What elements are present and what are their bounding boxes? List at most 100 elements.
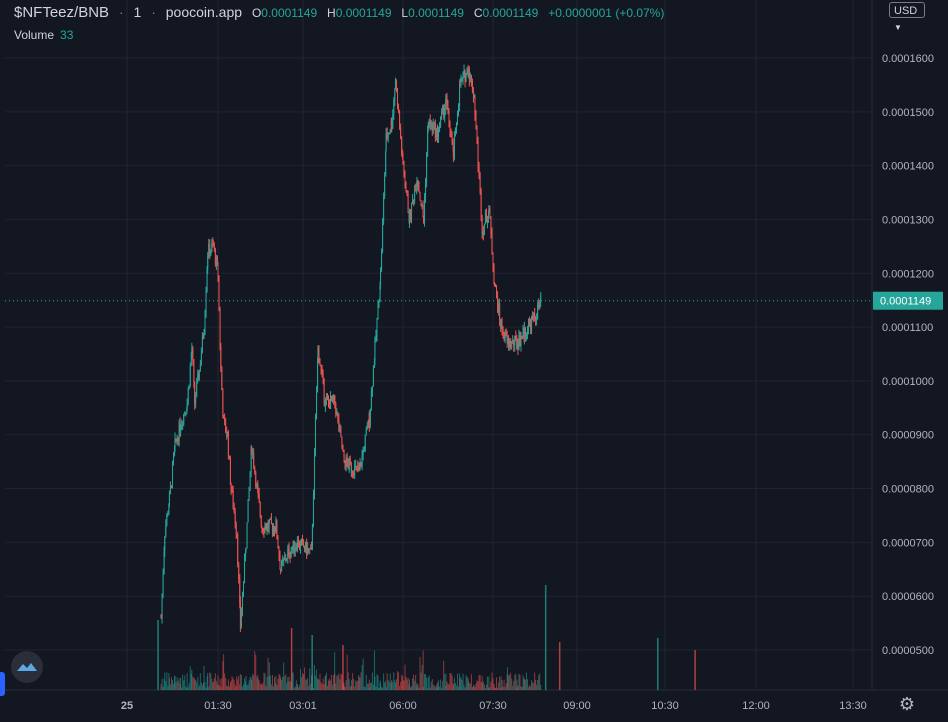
- candle-body: [226, 431, 228, 436]
- candle-body: [191, 348, 193, 355]
- candle-body: [535, 317, 537, 321]
- candle-body: [274, 526, 276, 532]
- volume-bar: [397, 671, 399, 690]
- volume-bar: [190, 673, 192, 690]
- candle-body: [488, 207, 490, 213]
- volume-bar: [361, 665, 363, 690]
- volume-bar: [278, 674, 280, 690]
- volume-bar: [170, 677, 172, 690]
- candle-body: [441, 111, 443, 117]
- volume-bar: [353, 678, 355, 690]
- volume-bar: [172, 680, 174, 690]
- volume-bar: [344, 687, 346, 690]
- candle-body: [353, 473, 355, 477]
- candle-body: [420, 200, 422, 207]
- candle-body: [165, 525, 167, 537]
- volume-bar: [282, 676, 284, 690]
- poocoin-logo-icon[interactable]: [11, 651, 43, 683]
- symbol-name[interactable]: $NFTeez/BNB: [14, 4, 110, 21]
- volume-bar: [386, 673, 388, 690]
- volume-bar: [446, 681, 448, 690]
- candle-body: [246, 522, 248, 549]
- volume-bar: [429, 687, 431, 690]
- candle-body: [256, 483, 258, 487]
- volume-bar: [524, 679, 526, 690]
- volume-bar: [321, 683, 323, 690]
- volume-bar: [205, 687, 207, 690]
- volume-bar: [374, 676, 376, 690]
- candle-body: [401, 138, 403, 153]
- candle-body: [239, 602, 241, 628]
- candle-body: [408, 213, 410, 222]
- volume-bar: [505, 683, 507, 690]
- candle-body: [398, 108, 400, 113]
- volume-value: 33: [60, 28, 74, 42]
- collapse-panel-handle[interactable]: [0, 672, 5, 696]
- candle-body: [474, 96, 476, 117]
- volume-bar: [173, 683, 175, 690]
- candle-body: [411, 202, 413, 219]
- x-tick-label: 12:00: [742, 700, 770, 712]
- volume-bar: [540, 684, 542, 690]
- volume-bar: [198, 687, 200, 690]
- candle-body: [539, 302, 541, 308]
- price-candles: [160, 64, 542, 632]
- candle-body: [293, 540, 295, 552]
- candle-body: [354, 466, 356, 477]
- volume-bar: [497, 687, 499, 690]
- volume-bar: [445, 673, 447, 690]
- price-axis[interactable]: 0.0001600 0.0001500 0.0001400 0.0001300 0.00…: [882, 53, 934, 657]
- volume-bar: [515, 673, 517, 690]
- candle-body: [318, 346, 320, 363]
- volume-bar: [372, 684, 374, 690]
- volume-bar: [427, 687, 429, 690]
- candle-body: [249, 471, 251, 488]
- volume-bar: [294, 686, 296, 690]
- volume-bar: [296, 684, 298, 690]
- volume-bar: [245, 676, 247, 690]
- time-axis[interactable]: 25 01:30 03:01 06:00 07:30 09:00 10:30 12:00 13:…: [121, 700, 867, 712]
- volume-bar: [537, 680, 539, 690]
- volume-bar: [530, 686, 532, 690]
- candle-body: [429, 119, 431, 126]
- volume-bar: [217, 674, 219, 690]
- candle-body: [374, 341, 376, 360]
- candle-body: [369, 410, 371, 426]
- candle-body: [540, 294, 542, 303]
- candle-body: [439, 125, 441, 132]
- candle-body: [310, 546, 312, 548]
- candle-body: [443, 106, 445, 117]
- volume-bar: [448, 684, 450, 690]
- volume-bar: [208, 686, 210, 690]
- volume-bar: [207, 672, 209, 690]
- volume-bar: [226, 685, 228, 690]
- candle-body: [283, 559, 285, 561]
- candle-body: [475, 116, 477, 129]
- symbol-legend: $NFTeez/BNB · 1 · poocoin.app O0.0001149…: [14, 4, 665, 21]
- volume-bar: [657, 638, 659, 690]
- volume-bar: [338, 673, 340, 690]
- candle-body: [282, 560, 284, 562]
- volume-bar: [460, 677, 462, 690]
- volume-bar: [535, 679, 537, 690]
- volume-bar: [263, 672, 265, 690]
- volume-bar: [311, 635, 313, 690]
- volume-bar: [246, 685, 248, 690]
- volume-bar: [310, 683, 312, 690]
- candle-body: [377, 302, 379, 319]
- gear-icon[interactable]: ⚙: [898, 694, 916, 714]
- volume-bar: [178, 678, 180, 690]
- candle-body: [182, 424, 184, 426]
- candle-body: [340, 428, 342, 437]
- volume-bar: [439, 686, 441, 690]
- candle-body: [481, 230, 483, 234]
- candle-body: [491, 233, 493, 254]
- candle-body: [389, 130, 391, 133]
- candle-body: [224, 418, 226, 422]
- candle-body: [482, 230, 484, 235]
- candle-body: [307, 548, 309, 555]
- volume-bar: [295, 680, 297, 690]
- currency-select[interactable]: USD ▼: [889, 2, 925, 32]
- volume-bar: [343, 686, 345, 690]
